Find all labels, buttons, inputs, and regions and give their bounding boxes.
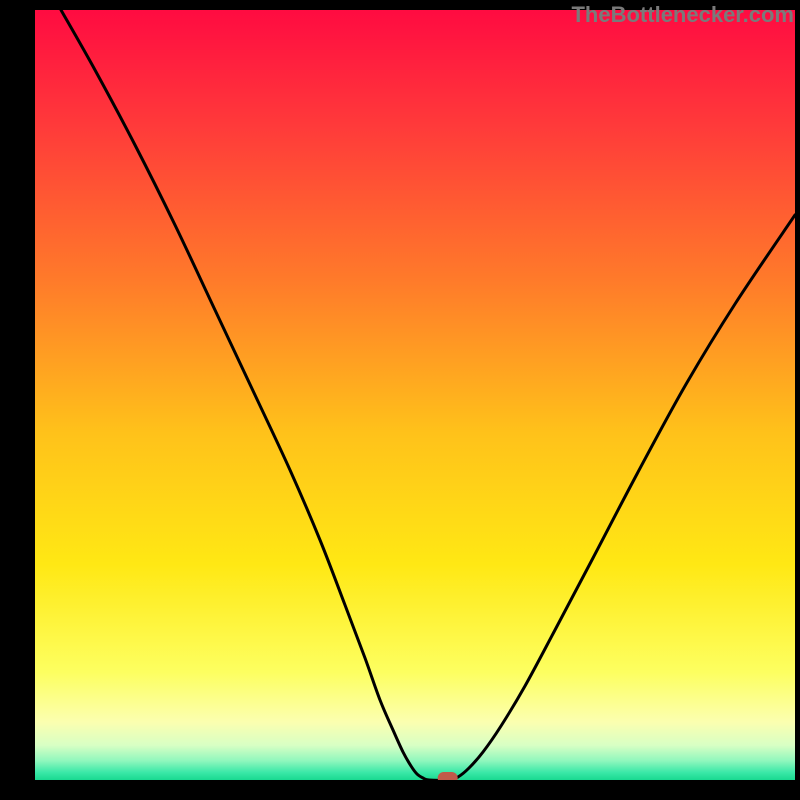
plot-area xyxy=(35,10,795,780)
bottleneck-chart-svg xyxy=(35,10,795,780)
stage: TheBottlenecker.com xyxy=(0,0,800,800)
watermark-text: TheBottlenecker.com xyxy=(571,2,794,28)
optimal-point-marker xyxy=(438,772,458,780)
